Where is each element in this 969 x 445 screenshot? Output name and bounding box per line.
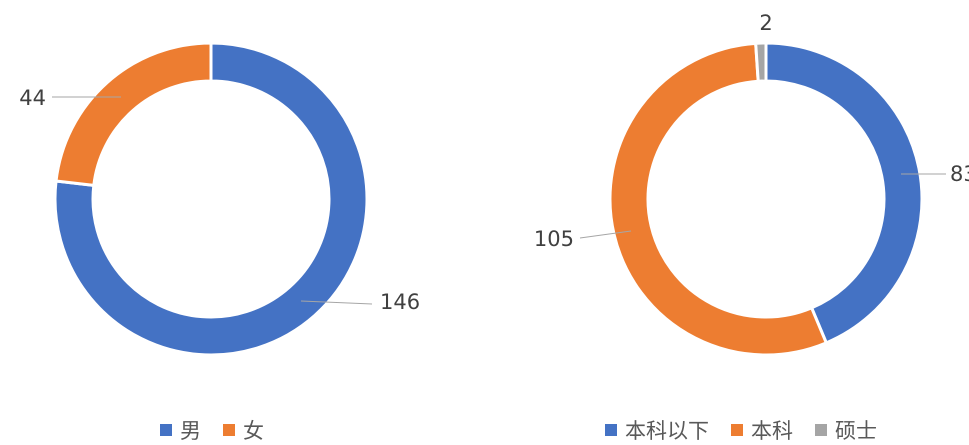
donut-0-leader-0	[300, 300, 373, 305]
donut-1-slice-0	[764, 41, 924, 345]
legend-swatch-male	[160, 424, 172, 436]
legend-swatch-master	[815, 424, 827, 436]
legend-swatch-below-bachelor	[605, 424, 617, 436]
legend-label-below-bachelor: 本科以下	[625, 419, 709, 443]
legend-swatch-bachelor	[731, 424, 743, 436]
donut-0-slice-1	[54, 41, 213, 187]
legend-item-below-bachelor: 本科以下	[605, 415, 709, 445]
donut-1-data-label-1: 105	[534, 227, 574, 251]
legend-education: 本科以下 本科 硕士	[605, 415, 877, 445]
legend-label-male: 男	[180, 419, 201, 443]
donut-0-slice-0	[53, 41, 369, 357]
donut-1-data-label-0: 83	[950, 162, 969, 186]
legend-gender: 男 女	[160, 415, 264, 445]
legend-label-master: 硕士	[835, 419, 877, 443]
donut-1-slice-2	[754, 41, 768, 83]
donut-1-data-label-2: 2	[759, 11, 772, 35]
donut-1-leader-1	[579, 230, 632, 239]
legend-label-bachelor: 本科	[751, 419, 793, 443]
legend-swatch-female	[223, 424, 235, 436]
donut-0-data-label-0: 146	[380, 290, 420, 314]
legend-item-bachelor: 本科	[731, 415, 793, 445]
legend-label-female: 女	[243, 419, 264, 443]
legend-item-master: 硕士	[815, 415, 877, 445]
donut-1-slice-1	[608, 41, 828, 357]
donut-0-data-label-1: 44	[19, 86, 46, 110]
legend-item-female: 女	[223, 415, 264, 445]
legend-item-male: 男	[160, 415, 201, 445]
